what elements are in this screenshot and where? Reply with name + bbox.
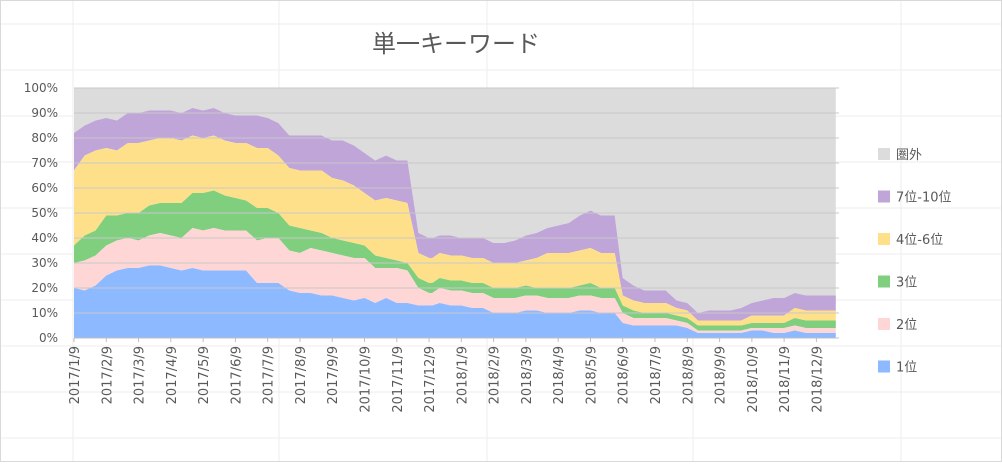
x-tick-label: 2017/6/9: [229, 346, 244, 404]
x-tick-label: 2018/8/9: [681, 346, 696, 404]
plot-area: [74, 87, 839, 339]
x-tick-label: 2018/9/9: [714, 346, 729, 404]
area-series-3: [74, 135, 836, 326]
legend-swatch: [878, 148, 890, 160]
x-tick-label: 2017/9/9: [326, 346, 341, 404]
x-tick-label: 2017/12/9: [423, 346, 438, 413]
legend-label: 1位: [896, 361, 917, 376]
legend-swatch: [878, 190, 890, 203]
x-tick-label: 2018/7/9: [649, 346, 664, 404]
y-tick-label: 60%: [31, 181, 58, 195]
legend-label: 7位-10位: [896, 191, 952, 206]
y-tick-label: 50%: [31, 206, 58, 220]
y-tick-label: 70%: [31, 156, 58, 170]
x-tick-label: 2018/6/9: [617, 346, 632, 404]
x-tick-label: 2018/5/9: [585, 346, 600, 404]
area-series-4: [74, 108, 836, 321]
x-tick-label: 2018/2/9: [488, 346, 503, 404]
x-tick-label: 2017/11/9: [391, 346, 406, 413]
x-tick-label: 2018/3/9: [520, 346, 535, 404]
area-series-2: [74, 190, 836, 331]
x-tick-label: 2018/12/9: [810, 346, 825, 413]
legend-swatch: [878, 360, 890, 373]
y-tick-label: 40%: [31, 231, 58, 245]
y-tick-label: 10%: [31, 306, 58, 320]
x-tick-label: 2017/5/9: [197, 346, 212, 404]
x-tick-label: 2018/11/9: [778, 346, 793, 413]
y-tick-label: 30%: [31, 256, 58, 270]
x-tick-label: 2017/8/9: [294, 346, 309, 404]
legend-swatch: [878, 318, 890, 330]
legend-label: 2位: [896, 318, 917, 333]
y-tick-label: 20%: [31, 281, 58, 295]
area-series-0: [74, 265, 836, 338]
legend-swatch: [878, 233, 890, 245]
legend-label: 4位-6位: [896, 233, 943, 248]
legend-label: 3位: [896, 276, 917, 291]
x-tick-label: 2018/1/9: [455, 346, 470, 404]
x-tick-label: 2017/3/9: [133, 346, 148, 404]
x-tick-label: 2018/10/9: [746, 346, 761, 413]
chart-title: 単一キーワード: [372, 30, 540, 58]
legend-swatch: [878, 275, 890, 288]
y-axis: 0% 10% 20% 30% 40% 50% 60% 70% 80% 90% 100%: [24, 81, 58, 345]
y-tick-label: 90%: [31, 106, 58, 120]
x-tick-label: 2017/10/9: [359, 346, 374, 413]
area-series-5: [74, 88, 836, 313]
x-axis: 2017/1/9 2017/2/9 2017/3/9 2017/4/9 2017/5/9…: [68, 338, 825, 413]
x-tick-label: 2017/7/9: [262, 346, 277, 404]
x-tick-label: 2017/2/9: [100, 346, 115, 404]
x-tick-label: 2017/4/9: [165, 346, 180, 404]
legend: 圏外 7位-10位 4位-6位 3位 2位 1位: [878, 148, 952, 376]
y-tick-label: 100%: [24, 81, 58, 95]
x-tick-label: 2017/1/9: [68, 346, 83, 404]
area-series-1: [74, 228, 836, 333]
x-tick-label: 2018/4/9: [552, 346, 567, 404]
y-tick-label: 80%: [31, 131, 58, 145]
y-tick-label: 0%: [39, 331, 58, 345]
legend-label: 圏外: [896, 148, 922, 163]
